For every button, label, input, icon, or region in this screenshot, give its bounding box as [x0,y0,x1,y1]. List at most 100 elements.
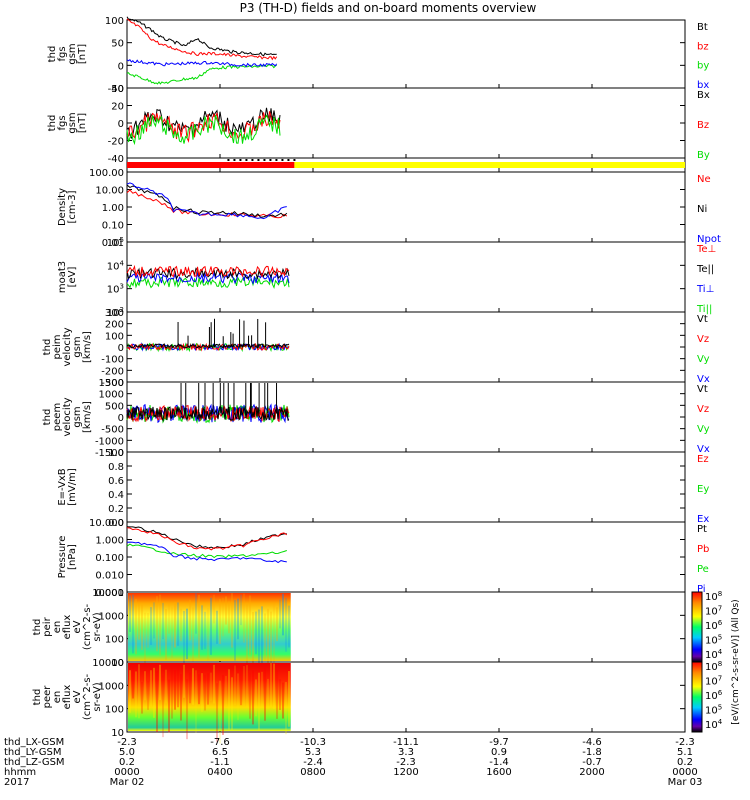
spectrogram-streak [180,608,182,642]
spectrogram-streak [216,683,218,742]
spectrogram-streak [273,602,275,666]
series-temperature [126,276,290,290]
spectrogram-streak [261,671,263,708]
spectrogram-streak [162,675,164,738]
series-ne [126,189,288,219]
series-pe [126,543,287,559]
x-axis-row-label: thd_LZ-GSM [4,757,65,768]
series-ion-velocity [126,343,290,350]
mode-bar-tick [251,159,254,161]
panel-3 [126,157,686,173]
spectrogram-streak [288,605,290,648]
y-axis-label: velocity [62,327,73,366]
spectrogram-streak [156,671,158,733]
y-tick-label: 1.000 [95,536,124,547]
mode-bar-tick [287,159,290,161]
mode-bar-tick [281,159,284,161]
spectrogram-streak [219,598,221,644]
x-axis-value: 3.3 [398,747,414,758]
y-axis-label: (cm^2-s- [82,673,93,720]
series-b-component [126,114,281,146]
y-tick-label: -200 [101,366,124,377]
spectrogram-streak [255,611,257,655]
x-axis-value: 1600 [486,767,511,778]
spectrogram-streak [168,679,170,733]
legend-entry: Ni [697,204,707,215]
spectrogram-streak [165,608,167,660]
y-axis-label: [eV] [67,267,78,288]
spectrogram-streak [288,671,290,727]
spectrogram-ion [128,593,291,661]
y-axis-label: [nPa] [67,544,78,570]
spectrogram-streak [285,597,287,652]
x-axis-value: -2.3 [675,737,695,748]
y-tick-label: 0 [118,343,124,354]
x-axis-value: 1200 [393,767,418,778]
y-axis-label: gsm [67,43,78,64]
spectrogram-streak [171,665,173,719]
series-bt [126,16,277,57]
y-axis-label: thd [47,46,58,63]
x-axis-value: 0000 [672,767,697,778]
legend-entry: Vt [697,384,708,395]
x-axis-value: -4.6 [582,737,602,748]
colorbar-tick: 107 [705,675,722,688]
y-axis-label: thd [47,115,58,132]
y-tick-label: 0 [118,413,124,424]
x-axis-value: -11.1 [393,737,419,748]
spectrogram-streak [153,602,155,639]
colorbar-tick: 105 [705,634,722,647]
spectrogram-streak [150,670,152,707]
legend-entry: Te⊥ [696,244,716,255]
series-temperature [126,267,290,280]
spectrogram-streak [177,602,179,646]
y-tick-label: -500 [101,425,124,436]
y-axis-label: Density [57,188,68,226]
spectrogram-streak [270,611,272,665]
y-tick-label: 0.2 [108,504,124,515]
x-axis-value: -2.3 [117,737,137,748]
spectrogram-streak [249,672,251,719]
plot-title: P3 (TH-D) fields and on-board moments ov… [240,1,537,15]
y-axis-label: eV [72,620,83,633]
spectrogram-streak [180,674,182,721]
y-tick-label: 104 [107,259,125,272]
spectrogram-streak [141,604,143,650]
spectrogram-streak [138,664,140,719]
spectrogram-streak [228,669,230,731]
panel-frame [126,521,686,593]
mode-bar-tick [257,159,260,161]
spectrogram-streak [270,663,272,707]
legend-entry: Te|| [696,264,714,275]
mode-bar-tick [293,159,296,161]
y-tick-label: -1500 [95,448,124,459]
legend-entry: Vt [697,314,708,325]
y-tick-label: 300 [105,308,124,319]
spectrogram-streak [213,594,215,624]
spectrogram-streak [195,593,197,634]
y-tick-label: 1.0 [108,448,124,459]
spectrogram-streak [135,598,137,655]
mode-bar-tick [275,159,278,161]
spectrogram-streak [144,671,146,701]
spectrogram-streak [285,682,287,735]
spectrogram-streak [279,599,281,629]
series-b-component [126,111,281,143]
legend-entry: Vx [697,444,710,455]
legend-entry: Bt [697,22,708,33]
spectrogram-streak [210,672,212,701]
y-axis-label: [km/s] [82,331,93,363]
series-b-component [126,107,281,140]
x-axis-value: -7.6 [210,737,230,748]
spectrogram-streak [174,602,176,648]
spectrogram-streak [237,598,239,640]
y-axis-label: thd [42,339,53,356]
spectrogram-streak [186,678,188,740]
y-axis-label: sr-eV) [92,682,103,711]
series-electron-velocity [126,405,290,423]
legend-entry: Pb [697,544,709,555]
mode-bar-tick [263,159,266,161]
spectrogram-streak [234,600,236,661]
y-tick-label: 0.01 [102,238,124,249]
